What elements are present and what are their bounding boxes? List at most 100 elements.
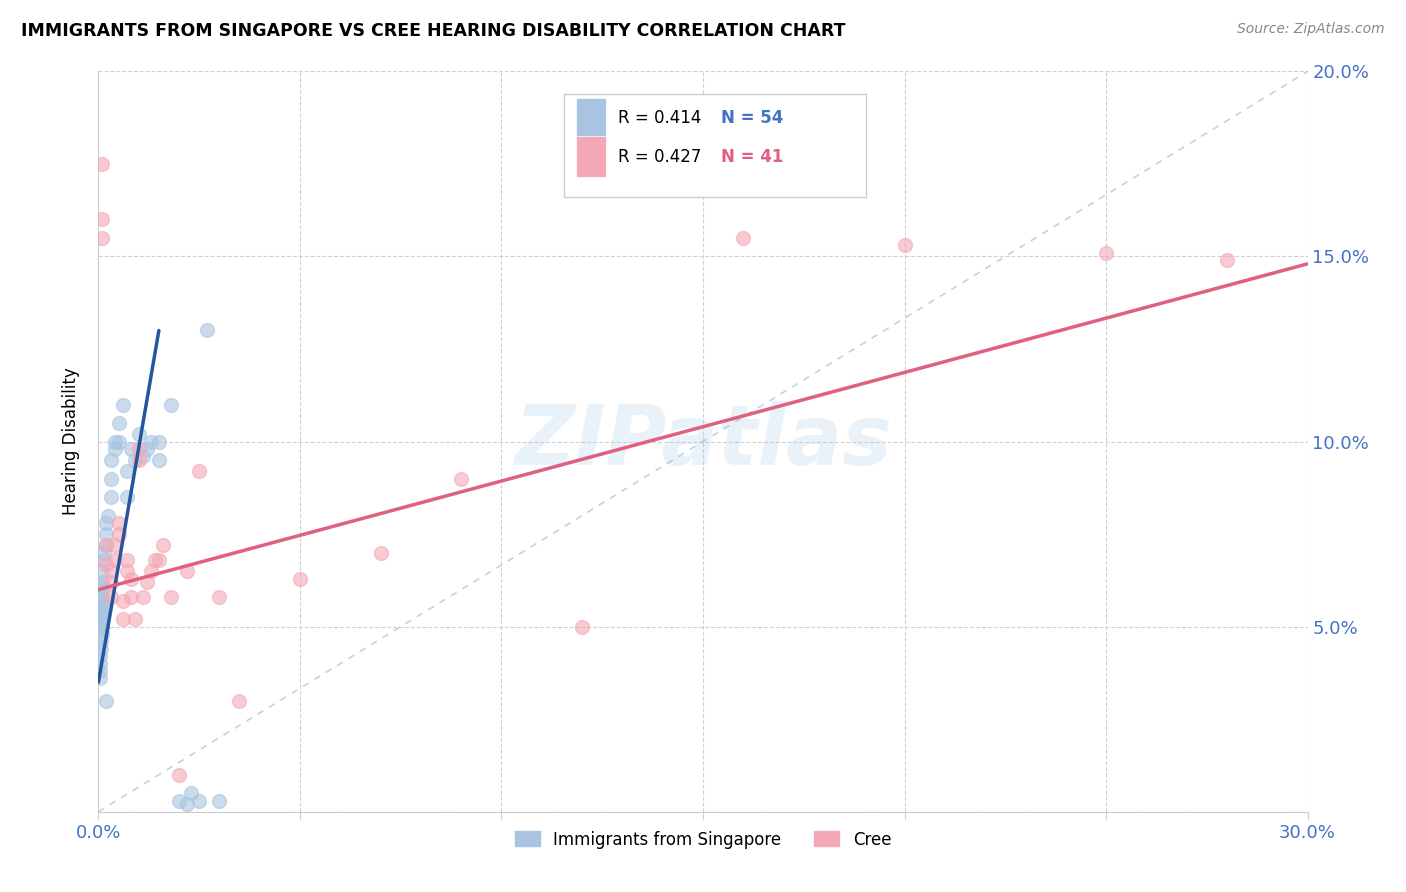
Point [100, 472, 122, 486]
Point [89, 649, 111, 664]
Point [89, 664, 111, 678]
Point [107, 527, 129, 541]
Point [160, 590, 183, 604]
Point [370, 545, 392, 560]
Point [103, 442, 125, 456]
Point [135, 442, 157, 456]
Point [91, 605, 114, 619]
Point [107, 416, 129, 430]
Point [91, 612, 114, 626]
Point [91, 590, 114, 604]
Point [132, 590, 155, 604]
Text: IMMIGRANTS FROM SINGAPORE VS CREE HEARING DISABILITY CORRELATION CHART: IMMIGRANTS FROM SINGAPORE VS CREE HEARIN… [21, 22, 845, 40]
Point [93, 545, 115, 560]
Point [143, 553, 166, 567]
Point [148, 434, 170, 449]
Point [115, 564, 138, 578]
Text: R = 0.427: R = 0.427 [619, 147, 702, 166]
Point [167, 794, 190, 808]
Point [124, 612, 146, 626]
Point [91, 231, 114, 245]
Legend: Immigrants from Singapore, Cree: Immigrants from Singapore, Cree [508, 824, 898, 855]
Point [115, 490, 138, 504]
Bar [576, 97, 606, 138]
Point [1095, 245, 1118, 260]
Point [128, 453, 150, 467]
Point [100, 590, 122, 604]
Point [91, 608, 114, 623]
Point [100, 575, 122, 590]
Text: Source: ZipAtlas.com: Source: ZipAtlas.com [1237, 22, 1385, 37]
Point [91, 593, 114, 607]
Point [103, 538, 125, 552]
Point [91, 157, 114, 171]
Bar [564, 94, 866, 197]
Point [100, 490, 122, 504]
Point [115, 464, 138, 478]
Point [91, 579, 114, 593]
Text: R = 0.414: R = 0.414 [619, 109, 702, 127]
Point [91, 601, 114, 615]
Point [107, 434, 129, 449]
Point [152, 538, 174, 552]
Point [120, 442, 142, 456]
Point [96, 694, 118, 708]
Point [96, 557, 118, 571]
Point [120, 572, 142, 586]
Point [90, 641, 112, 656]
Point [180, 786, 202, 800]
Point [135, 575, 157, 590]
Point [90, 634, 112, 648]
Point [91, 212, 114, 227]
Point [195, 324, 218, 338]
Point [96, 538, 118, 552]
Y-axis label: Hearing Disability: Hearing Disability [62, 368, 80, 516]
Point [167, 767, 190, 781]
Point [188, 794, 211, 808]
Text: ZIPatlas: ZIPatlas [515, 401, 891, 482]
Point [176, 564, 198, 578]
Point [111, 398, 134, 412]
Point [115, 553, 138, 567]
Point [148, 453, 170, 467]
Point [91, 582, 114, 597]
Point [103, 434, 125, 449]
Point [89, 672, 111, 686]
Point [1216, 253, 1239, 268]
Point [90, 619, 112, 633]
Point [733, 231, 755, 245]
Point [100, 564, 122, 578]
Point [91, 598, 114, 612]
Point [571, 619, 593, 633]
Point [160, 398, 183, 412]
Point [91, 612, 114, 626]
Text: N = 54: N = 54 [721, 109, 783, 127]
Point [96, 516, 118, 530]
Point [100, 453, 122, 467]
Point [124, 453, 146, 467]
Point [139, 434, 162, 449]
Point [288, 572, 311, 586]
Point [90, 627, 112, 641]
Point [91, 619, 114, 633]
Point [96, 538, 118, 552]
Point [228, 694, 250, 708]
Point [128, 427, 150, 442]
Point [97, 508, 120, 523]
Bar [576, 136, 606, 177]
Point [89, 657, 111, 671]
Point [188, 464, 211, 478]
Point [91, 575, 114, 590]
Point [208, 590, 231, 604]
Point [96, 527, 118, 541]
Point [120, 590, 142, 604]
Point [450, 472, 472, 486]
Point [111, 612, 134, 626]
Text: N = 41: N = 41 [721, 147, 783, 166]
Point [148, 553, 170, 567]
Point [128, 442, 150, 456]
Point [208, 794, 231, 808]
Point [176, 797, 198, 812]
Point [893, 238, 915, 252]
Point [107, 516, 129, 530]
